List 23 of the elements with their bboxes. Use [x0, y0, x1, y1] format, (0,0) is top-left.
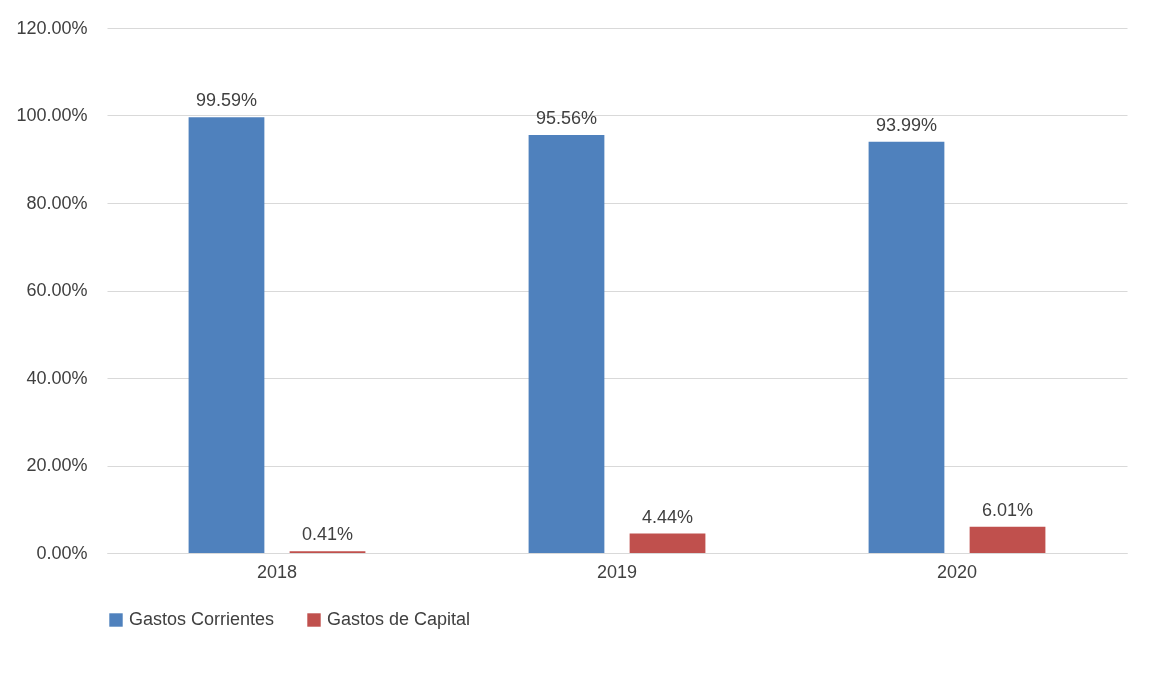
data-label: 93.99% — [875, 114, 938, 135]
x-tick-label: 2019 — [596, 561, 638, 582]
y-tick-label: 80.00% — [26, 192, 88, 213]
data-label: 0.41% — [301, 524, 354, 545]
y-tick-label: 40.00% — [26, 367, 88, 388]
y-tick-label: 20.00% — [26, 455, 88, 475]
bar — [868, 141, 945, 553]
y-tick-label: 120.00% — [16, 17, 88, 38]
y-tick-label: 60.00% — [26, 280, 88, 300]
data-label: 4.44% — [641, 506, 694, 527]
x-tick-label: 2018 — [256, 561, 298, 582]
bar — [629, 533, 706, 553]
bar — [969, 526, 1046, 553]
y-tick-label: 100.00% — [16, 105, 88, 125]
data-label: 6.01% — [981, 499, 1034, 520]
data-label: 99.59% — [195, 90, 258, 111]
legend-label: Gastos Corrientes — [129, 609, 275, 629]
legend-label: Gastos de Capital — [327, 609, 471, 629]
y-tick-label: 0.00% — [36, 542, 88, 563]
bar — [528, 134, 605, 553]
x-tick-label: 2020 — [936, 561, 978, 582]
bar — [188, 117, 265, 553]
data-label: 95.56% — [535, 107, 598, 128]
